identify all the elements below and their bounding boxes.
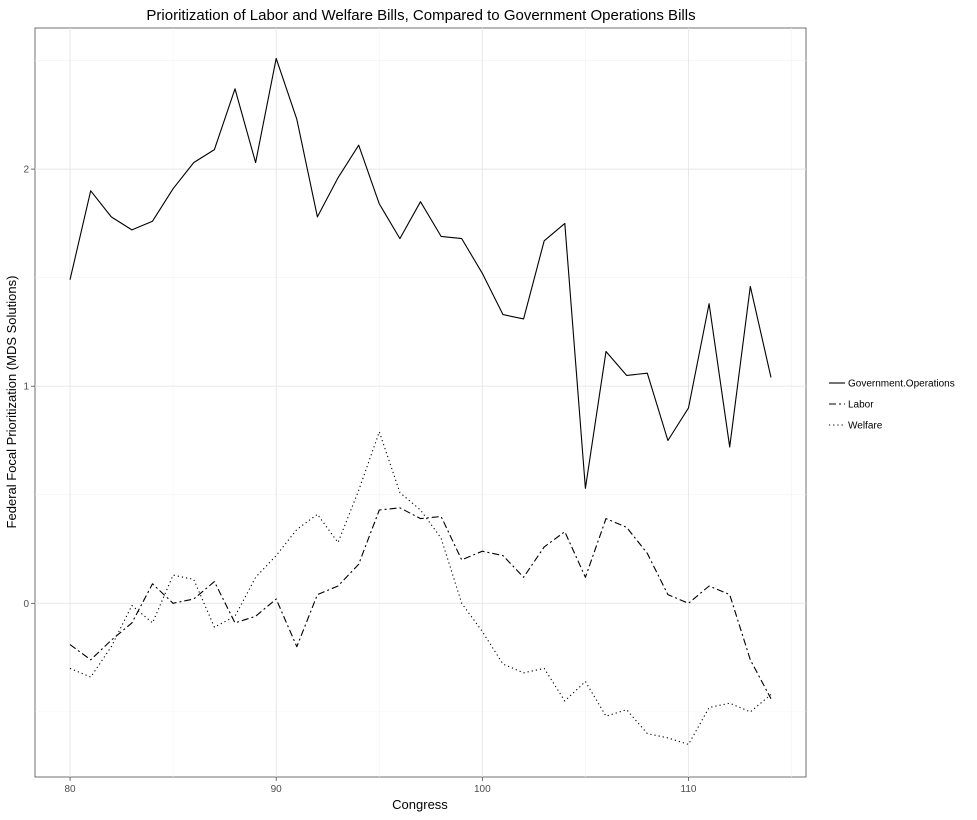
grid-minor [35,28,806,777]
y-tick-label: 2 [23,165,29,176]
y-tick-label: 0 [23,599,29,610]
y-axis-title: Federal Focal Prioritization (MDS Soluti… [4,276,19,529]
legend-label: Government.Operations [848,379,955,390]
series-line-welfare [69,431,772,745]
x-axis-title: Congress [392,797,448,812]
plot-panel [34,27,807,778]
x-tick-label: 90 [271,784,283,795]
x-tick-label: 110 [681,784,697,795]
y-tick-label: 1 [23,382,29,393]
series-line-labor [69,507,772,700]
axis-ticks: 80 90 100 110 0 1 2 [23,165,696,795]
series-layer [69,57,772,745]
x-tick-label: 80 [64,784,76,795]
legend: Government.Operations Labor Welfare [829,379,955,432]
legend-label: Welfare [848,421,883,432]
grid-major [35,28,806,777]
chart-title: Prioritization of Labor and Welfare Bill… [146,7,695,24]
x-tick-label: 100 [474,784,491,795]
series-line-government-operations [69,57,772,489]
legend-label: Labor [848,400,874,411]
